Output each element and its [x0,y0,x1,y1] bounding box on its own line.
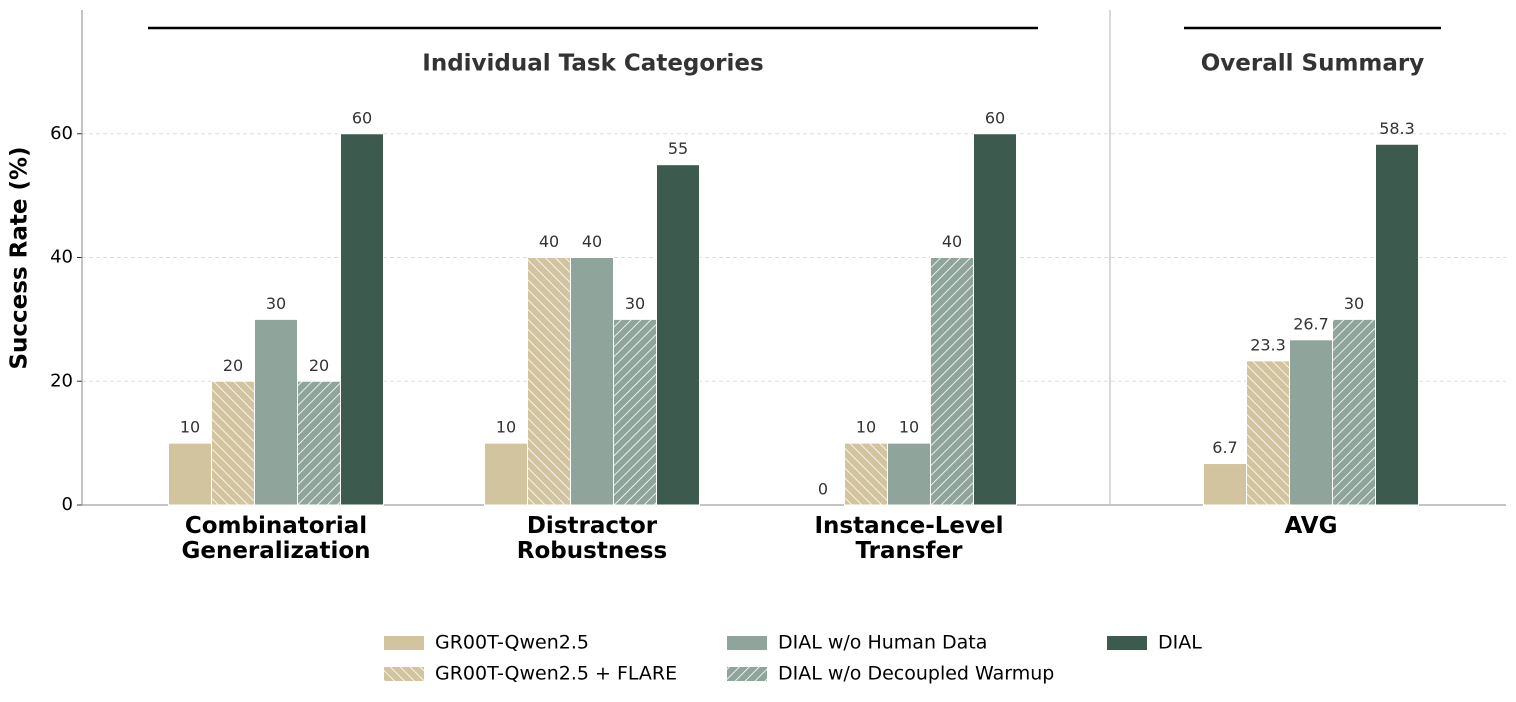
bar [484,442,528,506]
bar [340,133,384,506]
x-tick-label: AVG [1284,513,1338,539]
legend-label: DIAL w/o Human Data [778,632,987,654]
value-label: 0 [818,480,828,499]
bar [168,442,212,506]
bar-hatch [211,381,255,505]
legend-label: DIAL w/o Decoupled Warmup [778,663,1054,685]
value-label: 60 [352,108,372,127]
bar-hatch [527,257,571,505]
legend-label: GR00T-Qwen2.5 [435,632,589,654]
value-label: 55 [668,139,688,158]
legend-label: DIAL [1158,632,1202,654]
bar-hatch [613,319,657,505]
value-label: 40 [582,232,602,251]
bar [254,318,298,506]
value-label: 10 [496,418,516,437]
section-title: Overall Summary [1201,51,1425,77]
value-label: 10 [180,418,200,437]
bar [1289,339,1333,506]
value-label: 20 [309,356,329,375]
x-tick-label: Combinatorial Generalization [181,513,371,564]
y-tick-label: 60 [50,123,73,144]
bar-hatch [844,443,888,505]
bar-hatch [930,257,974,505]
bar-hatch [1246,360,1290,505]
value-label: 26.7 [1293,314,1329,333]
value-label: 10 [899,418,919,437]
y-tick-label: 0 [62,494,73,515]
bar [973,133,1017,506]
bar-hatch [1332,319,1376,505]
legend-swatch [384,636,424,650]
value-label: 40 [539,232,559,251]
legend-swatch [1107,636,1147,650]
value-label: 6.7 [1212,438,1237,457]
value-label: 58.3 [1379,119,1415,138]
value-label: 20 [223,356,243,375]
bar [570,257,614,506]
y-tick-label: 20 [50,370,73,391]
y-axis-label: Success Rate (%) [7,146,33,369]
value-label: 30 [1344,294,1364,313]
bar [887,442,931,506]
bar [1203,463,1247,506]
value-label: 10 [856,418,876,437]
value-label: 30 [625,294,645,313]
value-label: 30 [266,294,286,313]
bar-hatch [297,381,341,505]
legend-label: GR00T-Qwen2.5 + FLARE [435,663,677,685]
section-title: Individual Task Categories [422,51,763,77]
legend-swatch [727,636,767,650]
legend-hatch [384,667,424,681]
value-label: 60 [985,108,1005,127]
y-tick-label: 40 [50,247,73,268]
x-tick-label: Distractor Robustness [516,513,668,564]
value-label: 23.3 [1250,335,1286,354]
x-tick-label: Instance-Level Transfer [814,513,1004,564]
bar [656,164,700,506]
legend-hatch [727,667,767,681]
bar [1375,143,1419,506]
value-label: 40 [942,232,962,251]
